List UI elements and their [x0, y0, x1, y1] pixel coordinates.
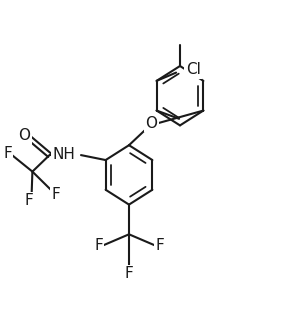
- Text: F: F: [51, 187, 60, 202]
- Text: F: F: [94, 238, 103, 253]
- Text: O: O: [146, 116, 158, 131]
- Text: O: O: [19, 128, 31, 144]
- Text: F: F: [124, 266, 134, 281]
- Text: F: F: [24, 193, 33, 208]
- Text: NH: NH: [52, 147, 75, 162]
- Text: F: F: [3, 146, 12, 161]
- Text: F: F: [155, 238, 164, 253]
- Text: Cl: Cl: [186, 62, 201, 78]
